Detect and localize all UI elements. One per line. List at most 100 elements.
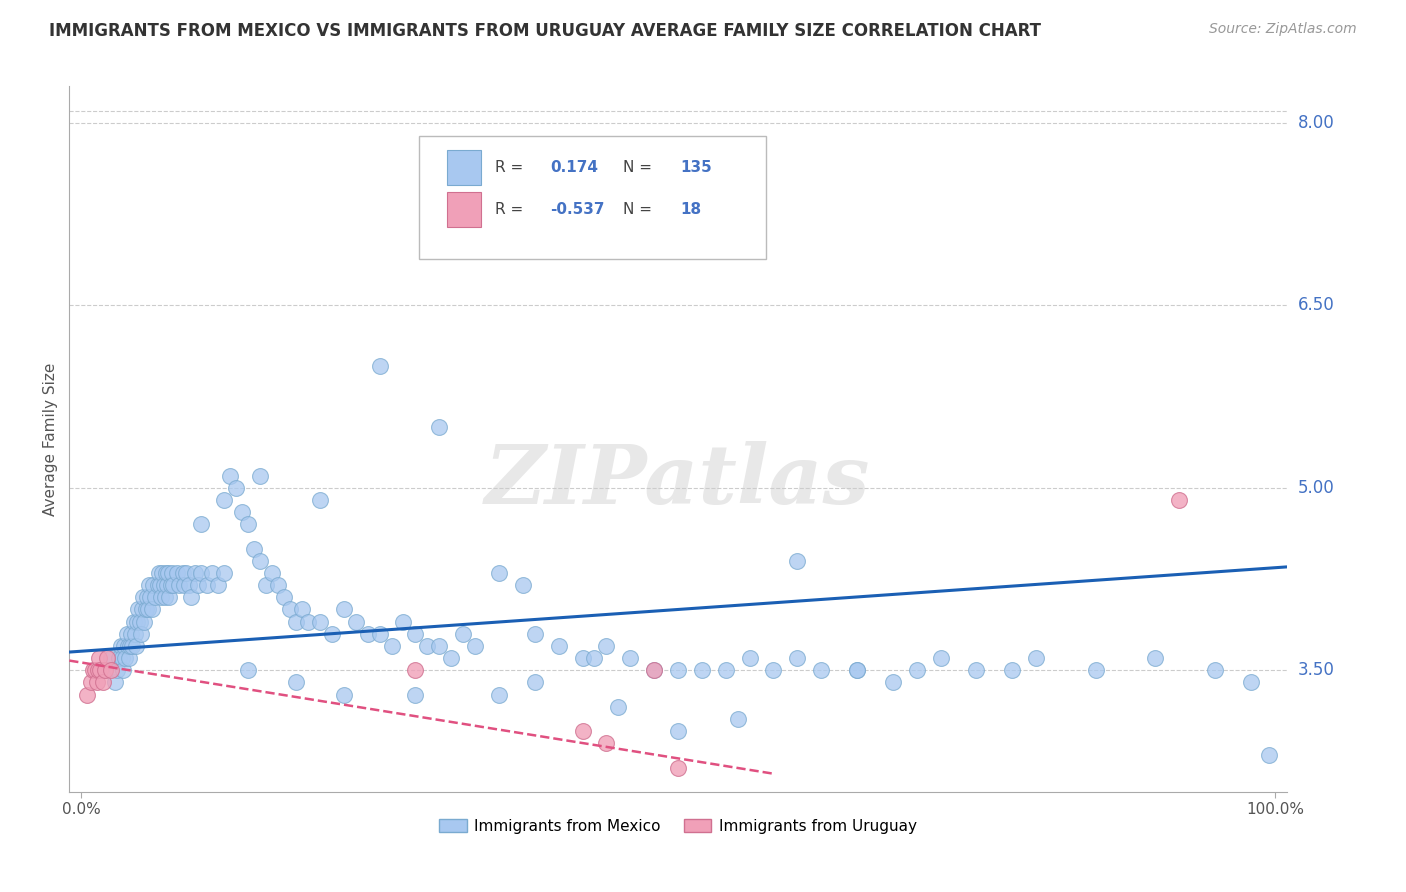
FancyBboxPatch shape (419, 136, 766, 260)
Point (291, 602, 314, 616)
Bar (447, 150, 481, 186)
Point (225, 481, 247, 495)
Point (84, 663, 107, 677)
Point (488, 688, 510, 702)
Point (149, 578, 172, 592)
Point (134, 615, 156, 629)
Point (207, 578, 229, 592)
Point (882, 675, 904, 690)
Point (118, 651, 141, 665)
Point (180, 591, 202, 605)
Point (105, 663, 128, 677)
Point (309, 493, 332, 508)
Point (111, 663, 134, 677)
Point (786, 651, 808, 665)
Point (117, 639, 139, 653)
Point (141, 602, 163, 616)
Point (121, 639, 143, 653)
Point (273, 591, 295, 605)
Text: Source: ZipAtlas.com: Source: ZipAtlas.com (1209, 22, 1357, 37)
Point (159, 591, 181, 605)
Point (100, 663, 122, 677)
Point (404, 663, 426, 677)
Point (1240, 675, 1263, 690)
Point (344, 615, 367, 629)
Point (190, 566, 212, 580)
Point (547, 639, 569, 653)
Point (152, 578, 174, 592)
Point (108, 651, 131, 665)
Text: R =: R = (495, 160, 523, 175)
Point (523, 675, 546, 690)
Point (727, 712, 749, 726)
Point (846, 663, 869, 677)
Point (135, 602, 157, 616)
Point (125, 639, 148, 653)
Point (219, 468, 242, 483)
Point (156, 578, 179, 592)
Point (173, 578, 195, 592)
Point (162, 578, 184, 592)
Point (76, 688, 98, 702)
Point (238, 663, 260, 677)
Point (114, 651, 136, 665)
Point (404, 688, 426, 702)
Point (583, 651, 606, 665)
Point (666, 761, 689, 775)
Point (404, 627, 426, 641)
Point (1168, 493, 1191, 508)
Point (738, 651, 761, 665)
Point (89, 663, 111, 677)
Point (166, 566, 188, 580)
Point (160, 566, 183, 580)
Point (607, 699, 630, 714)
Point (177, 578, 200, 592)
Point (309, 615, 332, 629)
Point (174, 566, 197, 580)
Text: N =: N = (623, 160, 652, 175)
Point (427, 639, 450, 653)
Point (1084, 663, 1107, 677)
Point (120, 639, 142, 653)
Point (285, 615, 308, 629)
Point (368, 359, 391, 374)
Point (214, 566, 236, 580)
Point (1257, 748, 1279, 763)
Bar (447, 192, 481, 227)
Point (124, 627, 146, 641)
Point (512, 578, 534, 592)
Point (136, 602, 159, 616)
Text: -0.537: -0.537 (550, 202, 605, 218)
Point (619, 651, 641, 665)
Point (254, 578, 277, 592)
Point (905, 663, 928, 677)
Point (190, 517, 212, 532)
Point (146, 578, 169, 592)
Text: 6.50: 6.50 (1298, 296, 1334, 314)
Point (571, 724, 593, 739)
Point (571, 651, 593, 665)
Text: R =: R = (495, 202, 523, 218)
Point (380, 639, 402, 653)
Point (231, 505, 253, 519)
Point (138, 578, 160, 592)
Point (333, 688, 356, 702)
Point (120, 627, 142, 641)
Point (155, 566, 177, 580)
Point (142, 578, 165, 592)
Point (965, 663, 987, 677)
Point (243, 541, 266, 556)
Point (523, 627, 546, 641)
Point (96, 651, 118, 665)
Point (87, 651, 110, 665)
Point (122, 615, 145, 629)
Text: 8.00: 8.00 (1298, 114, 1334, 132)
Text: 135: 135 (681, 160, 713, 175)
Text: 0.174: 0.174 (550, 160, 598, 175)
Point (392, 615, 415, 629)
Y-axis label: Average Family Size: Average Family Size (44, 362, 58, 516)
Point (112, 639, 135, 653)
Point (135, 591, 157, 605)
Point (143, 591, 166, 605)
Point (214, 493, 236, 508)
